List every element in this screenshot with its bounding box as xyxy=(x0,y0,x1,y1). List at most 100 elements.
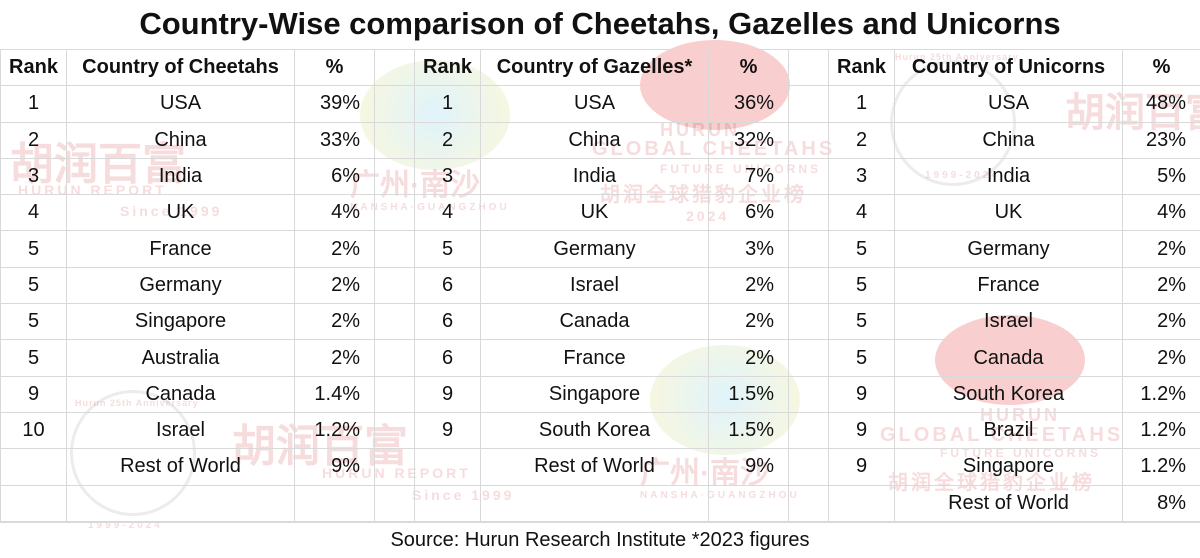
spacer-cell xyxy=(374,448,415,486)
gazelles-rank-cell: 6 xyxy=(414,266,481,305)
cheetahs-percent-cell: 39% xyxy=(294,85,375,123)
gazelles-rank-cell: 4 xyxy=(414,194,481,232)
spacer-cell xyxy=(788,375,829,413)
cheetahs-rank-cell: 10 xyxy=(0,411,67,450)
cheetahs-country-cell: Canada xyxy=(66,375,295,413)
unicorns-percent-cell: 2% xyxy=(1122,339,1200,377)
unicorns-country-cell: India xyxy=(894,157,1123,196)
table-row: 9 Canada 1.4% 9 Singapore 1.5% 9 South Korea 1.2… xyxy=(0,375,1200,413)
unicorns-rank-cell: 3 xyxy=(828,157,895,196)
cheetahs-rank-cell: 4 xyxy=(0,194,67,232)
cheetahs-rank-cell: 5 xyxy=(0,303,67,341)
gazelles-percent-cell: 6% xyxy=(708,194,789,232)
header-row: Rank Country of Cheetahs% Rank Country of G… xyxy=(0,48,1200,87)
gazelles-rank-cell: 5 xyxy=(414,230,481,268)
gazelles-percent-cell: 32% xyxy=(708,121,789,159)
unicorns-percent-cell: 1.2% xyxy=(1122,448,1200,486)
cheetahs-rank-cell: 5 xyxy=(0,230,67,268)
gazelles-country-cell: USA xyxy=(480,85,709,123)
cheetahs-country-cell: Singapore xyxy=(66,303,295,341)
table-row: 5 Singapore 2% 6 Canada 2% 5 Israel 2% xyxy=(0,303,1200,341)
cheetahs-rank-cell: 5 xyxy=(0,266,67,305)
gazelles-percent-cell: 9% xyxy=(708,448,789,486)
cheetahs-percent-cell: 9% xyxy=(294,448,375,486)
unicorns-country-cell: Germany xyxy=(894,230,1123,268)
unicorns-percent-cell: 8% xyxy=(1122,484,1200,522)
cheetahs-country-cell: UK xyxy=(66,194,295,232)
gazelles-rank-cell xyxy=(414,484,481,522)
spacer-cell xyxy=(374,230,415,268)
cheetahs-percent-cell: 2% xyxy=(294,339,375,377)
gazelles-percent-cell: 3% xyxy=(708,230,789,268)
gazelles-percent-header: % xyxy=(708,48,789,87)
spacer-cell xyxy=(374,339,415,377)
gazelles-rank-cell xyxy=(414,448,481,486)
unicorns-rank-cell: 9 xyxy=(828,411,895,450)
cheetahs-rank-cell: 5 xyxy=(0,339,67,377)
gazelles-rank-cell: 6 xyxy=(414,303,481,341)
unicorns-percent-cell: 23% xyxy=(1122,121,1200,159)
cheetahs-country-cell: China xyxy=(66,121,295,159)
chart-title: Country-Wise comparison of Cheetahs, Gaz… xyxy=(139,6,1061,41)
gazelles-percent-cell: 2% xyxy=(708,266,789,305)
unicorns-country-cell: France xyxy=(894,266,1123,305)
gazelles-rank-cell: 9 xyxy=(414,411,481,450)
gazelles-percent-cell: 36% xyxy=(708,85,789,123)
spacer-cell xyxy=(788,266,829,305)
spacer-cell xyxy=(788,484,829,522)
unicorns-country-cell: Canada xyxy=(894,339,1123,377)
unicorns-country-cell: USA xyxy=(894,85,1123,123)
gazelles-percent-cell: 1.5% xyxy=(708,375,789,413)
gazelles-rank-cell: 3 xyxy=(414,157,481,196)
unicorns-percent-header: % xyxy=(1122,48,1200,87)
cheetahs-percent-cell: 6% xyxy=(294,157,375,196)
gazelles-country-cell xyxy=(480,484,709,522)
cheetahs-country-cell: Israel xyxy=(66,411,295,450)
cheetahs-percent-cell: 2% xyxy=(294,230,375,268)
gazelles-rank-header: Rank xyxy=(414,48,481,87)
unicorns-rank-cell: 5 xyxy=(828,266,895,305)
gazelles-rank-cell: 6 xyxy=(414,339,481,377)
gazelles-country-header: Country of Gazelles* xyxy=(480,48,709,87)
unicorns-country-cell: Rest of World xyxy=(894,484,1123,522)
gazelles-country-cell: Rest of World xyxy=(480,448,709,486)
spacer-cell xyxy=(788,121,829,159)
spacer-cell xyxy=(788,303,829,341)
gazelles-rank-cell: 9 xyxy=(414,375,481,413)
unicorns-rank-cell: 9 xyxy=(828,375,895,413)
spacer-cell xyxy=(788,157,829,196)
gazelles-country-cell: Germany xyxy=(480,230,709,268)
cheetahs-percent-cell: 1.4% xyxy=(294,375,375,413)
unicorns-country-cell: Singapore xyxy=(894,448,1123,486)
unicorns-rank-cell xyxy=(828,484,895,522)
unicorns-country-cell: Israel xyxy=(894,303,1123,341)
spacer-cell xyxy=(374,85,415,123)
gazelles-country-cell: Canada xyxy=(480,303,709,341)
spacer-cell xyxy=(374,157,415,196)
cheetahs-percent-cell: 4% xyxy=(294,194,375,232)
cheetahs-rank-cell: 9 xyxy=(0,375,67,413)
spacer-cell xyxy=(788,230,829,268)
unicorns-rank-cell: 2 xyxy=(828,121,895,159)
unicorns-country-cell: UK xyxy=(894,194,1123,232)
unicorns-rank-cell: 5 xyxy=(828,339,895,377)
cheetahs-country-cell: Australia xyxy=(66,339,295,377)
cheetahs-country-cell xyxy=(66,484,295,522)
cheetahs-percent-cell: 2% xyxy=(294,303,375,341)
unicorns-percent-cell: 2% xyxy=(1122,303,1200,341)
gazelles-country-cell: UK xyxy=(480,194,709,232)
unicorns-rank-header: Rank xyxy=(828,48,895,87)
spacer-cell xyxy=(374,121,415,159)
table-row: 1 USA 39% 1 USA 36% 1 USA 48% xyxy=(0,85,1200,123)
table-row: Rest of World 8% xyxy=(0,484,1200,522)
table-row: 5 Australia 2% 6 France 2% 5 Canada 2% xyxy=(0,339,1200,377)
spacer-cell xyxy=(374,266,415,305)
spacer-cell xyxy=(788,85,829,123)
cheetahs-percent-header: % xyxy=(294,48,375,87)
cheetahs-country-header: Country of Cheetahs xyxy=(66,48,295,87)
unicorns-rank-cell: 5 xyxy=(828,303,895,341)
spacer-cell xyxy=(788,411,829,450)
cheetahs-rank-cell: 3 xyxy=(0,157,67,196)
cheetahs-country-cell: France xyxy=(66,230,295,268)
gazelles-percent-cell: 7% xyxy=(708,157,789,196)
